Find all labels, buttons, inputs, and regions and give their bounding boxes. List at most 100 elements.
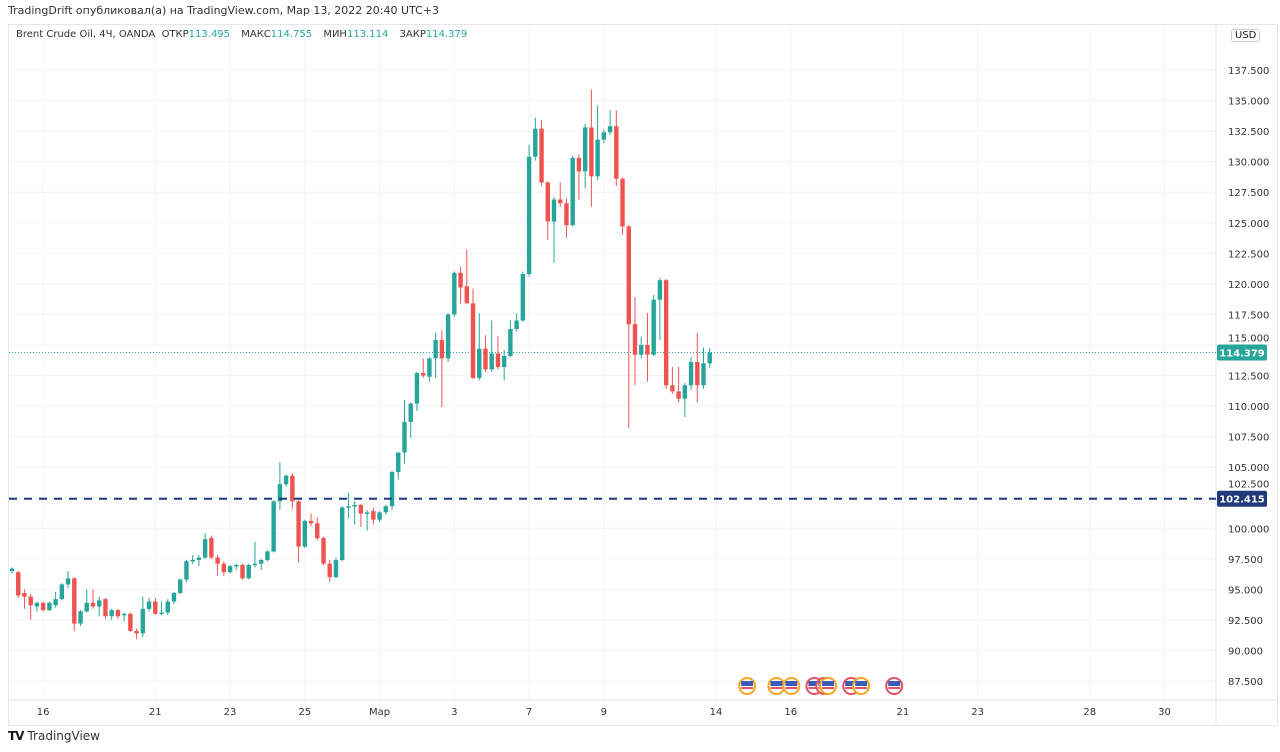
y-tick-label: 135.000: [1228, 97, 1269, 108]
y-tick-label: 112.500: [1228, 372, 1269, 383]
candle-body: [184, 561, 189, 580]
y-tick-label: 97.500: [1228, 555, 1263, 566]
us-flag-icon: [770, 681, 783, 686]
y-tick-label: 130.000: [1228, 158, 1269, 169]
candle-body: [103, 599, 108, 617]
candle-body: [607, 126, 613, 133]
candle-body: [234, 564, 239, 567]
x-tick-label: 28: [1083, 707, 1096, 718]
y-tick-label: 137.500: [1228, 66, 1269, 77]
candle-body: [290, 475, 295, 502]
x-tick-label: 25: [298, 707, 311, 718]
candle-body: [140, 608, 146, 634]
candle-body: [576, 157, 582, 172]
x-tick-label: 21: [897, 707, 910, 718]
last-price-tag: [1217, 344, 1267, 361]
candle-body: [452, 272, 457, 315]
us-flag-stripe: [785, 687, 798, 689]
candle-body: [695, 362, 700, 386]
symbol-name: Brent Crude Oil, 4Ч, OANDA: [16, 29, 156, 40]
candle-body: [65, 578, 71, 585]
candle-body: [47, 602, 52, 611]
candle-body: [533, 128, 538, 157]
us-flag-icon: [741, 681, 754, 686]
us-flag-icon: [808, 681, 821, 686]
candle-body: [308, 520, 314, 524]
candle-body: [159, 612, 164, 615]
candlestick-chart[interactable]: 137.500 135.000 132.500 130.000 127.500 125.0…: [0, 0, 1280, 726]
candle-body: [97, 600, 102, 607]
candle-body: [252, 563, 258, 566]
candle-body: [632, 324, 638, 355]
high-label: МАКС: [241, 29, 271, 40]
high-value: 114.755: [270, 29, 313, 40]
candle-body: [389, 472, 395, 507]
candle-body: [501, 355, 507, 367]
x-tick-label: 23: [224, 707, 237, 718]
us-flag-stripe: [845, 687, 858, 689]
candle-body: [682, 385, 688, 399]
candle-body: [558, 199, 563, 204]
us-flag-stripe: [770, 687, 783, 689]
y-tick-label: 125.000: [1228, 219, 1269, 230]
candle-body: [16, 572, 21, 596]
candle-body: [483, 348, 488, 370]
y-tick-label: 105.000: [1228, 463, 1269, 474]
candle-body: [84, 602, 89, 612]
candle-body: [115, 610, 121, 617]
candle-body: [595, 139, 600, 177]
candle-body: [321, 538, 326, 564]
candle-body: [346, 506, 351, 508]
candle-body: [59, 584, 65, 600]
us-flag-stripe: [888, 687, 901, 689]
candle-body: [477, 348, 482, 378]
us-flag-stripe: [855, 687, 868, 689]
candle-body: [564, 203, 569, 226]
candle-body: [171, 593, 177, 602]
candle-body: [508, 329, 513, 356]
us-flag-stripe: [822, 687, 835, 689]
x-tick-label: 14: [710, 707, 723, 718]
candle-body: [246, 564, 251, 579]
candle-body: [489, 353, 494, 370]
low-value: 113.114: [346, 29, 389, 40]
candle-body: [265, 551, 270, 561]
currency-button[interactable]: USD: [1231, 29, 1261, 42]
candle-body: [128, 613, 133, 631]
candle-body: [464, 286, 469, 304]
candle-body: [445, 314, 451, 359]
candle-body: [520, 274, 526, 321]
y-tick-label: 102.500: [1228, 480, 1269, 491]
candle-body: [707, 352, 712, 364]
candle-body: [134, 630, 139, 634]
candle-body: [495, 353, 501, 367]
candle-body: [651, 299, 656, 355]
candle-body: [408, 403, 413, 422]
open-value: 113.495: [188, 29, 231, 40]
candle-body: [339, 507, 345, 561]
us-flag-icon: [822, 681, 835, 686]
candle-body: [582, 127, 588, 172]
candle-body: [420, 373, 426, 376]
candle-body: [259, 560, 264, 564]
x-tick-label: 21: [149, 707, 162, 718]
close-value: 114.379: [425, 29, 468, 40]
candle-body: [315, 523, 320, 539]
close-label: ЗАКР: [399, 29, 426, 40]
y-tick-label: 92.500: [1228, 616, 1263, 627]
candle-body: [551, 199, 557, 222]
x-tick-label: 23: [971, 707, 984, 718]
candle-body: [277, 484, 283, 502]
candle-body: [190, 560, 195, 562]
candle-body: [364, 512, 370, 514]
candle-body: [283, 475, 289, 485]
symbol-legend: Brent Crude Oil, 4Ч, OANDA ОТКР113.495 М…: [16, 29, 475, 40]
candle-body: [670, 385, 675, 392]
candle-body: [676, 391, 681, 399]
us-flag-icon: [855, 681, 868, 686]
candle-body: [414, 373, 420, 404]
candle-body: [639, 344, 644, 355]
candle-body: [514, 320, 519, 330]
candle-body: [352, 505, 357, 507]
y-tick-label: 132.500: [1228, 127, 1269, 138]
